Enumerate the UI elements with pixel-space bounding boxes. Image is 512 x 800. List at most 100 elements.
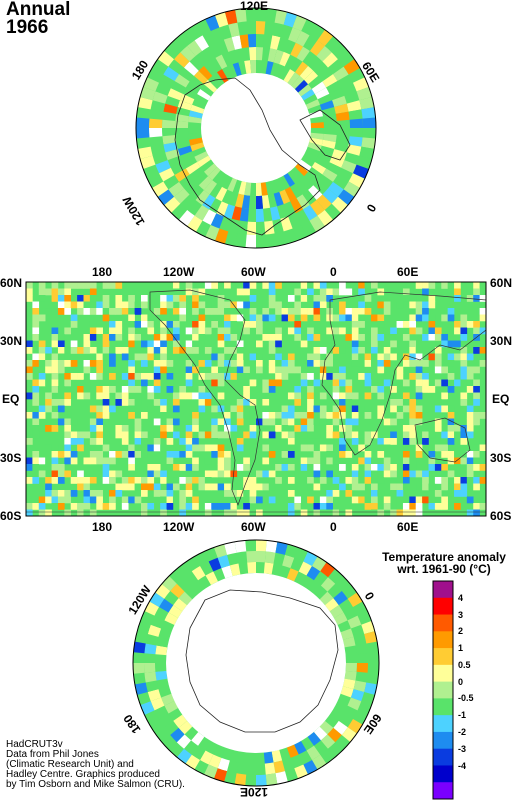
grid-cell — [319, 509, 327, 516]
polar-cell — [291, 75, 305, 90]
polar-cell — [198, 176, 213, 191]
grid-cell — [402, 288, 410, 296]
grid-cell — [236, 418, 244, 426]
grid-cell — [313, 295, 321, 302]
grid-cell — [358, 470, 365, 478]
grid-cell — [402, 483, 410, 491]
polar-cell — [200, 84, 214, 97]
grid-cell — [326, 451, 333, 458]
grid-cell — [147, 470, 155, 478]
grid-cell — [224, 464, 231, 471]
grid-cell — [319, 405, 327, 413]
polar-cell — [224, 9, 238, 25]
grid-cell — [198, 470, 206, 478]
grid-cell — [326, 360, 333, 367]
grid-cell — [275, 477, 282, 484]
polar-cell — [152, 91, 168, 104]
grid-cell — [64, 418, 72, 426]
grid-cell — [377, 301, 385, 309]
grid-cell — [211, 399, 218, 406]
grid-cell — [249, 379, 257, 387]
grid-cell — [300, 418, 308, 426]
grid-cell — [102, 444, 110, 452]
polar-cell — [331, 196, 348, 213]
grid-cell — [172, 308, 180, 315]
grid-cell — [57, 490, 65, 497]
polar-cell — [356, 663, 368, 673]
grid-cell — [160, 321, 167, 328]
grid-cell — [185, 379, 193, 387]
world-map-cells — [26, 282, 486, 516]
grid-cell — [51, 366, 59, 374]
grid-cell — [409, 327, 417, 335]
grid-cell — [83, 477, 91, 484]
grid-cell — [402, 399, 410, 406]
south-polar-map — [133, 540, 379, 786]
grid-cell — [409, 418, 417, 426]
credit-line-2: Data from Phil Jones — [6, 749, 99, 760]
grid-cell — [434, 334, 442, 341]
grid-cell — [473, 457, 480, 465]
polar-cell — [189, 110, 203, 119]
grid-cell — [51, 386, 59, 393]
grid-cell — [179, 353, 187, 361]
grid-cell — [121, 392, 129, 400]
grid-cell — [64, 496, 72, 504]
left-lat-60n: 60N — [0, 276, 23, 290]
grid-cell — [192, 347, 199, 354]
polar-cell — [356, 155, 372, 170]
polar-cell — [361, 107, 376, 119]
world-map — [26, 282, 486, 516]
grid-cell — [38, 282, 46, 289]
grid-cell — [345, 509, 353, 516]
grid-cell — [160, 477, 167, 484]
grid-cell — [57, 295, 65, 302]
grid-cell — [447, 412, 455, 419]
grid-cell — [402, 431, 410, 439]
grid-cell — [70, 282, 78, 289]
grid-cell — [441, 464, 448, 471]
grid-cell — [326, 373, 333, 380]
grid-cell — [109, 457, 116, 465]
grid-cell — [26, 418, 33, 426]
polar-cell — [310, 132, 324, 140]
polar-cell — [348, 136, 363, 147]
grid-cell — [383, 457, 391, 465]
grid-cell — [243, 288, 250, 296]
grid-cell — [415, 327, 423, 335]
grid-cell — [211, 438, 218, 445]
grid-cell — [102, 282, 110, 289]
polar-cell — [316, 194, 332, 210]
grid-cell — [454, 457, 461, 465]
grid-cell — [326, 431, 333, 439]
grid-cell — [358, 483, 365, 491]
grid-cell — [390, 438, 397, 445]
grid-cell — [128, 288, 135, 296]
grid-cell — [409, 431, 417, 439]
grid-cell — [45, 392, 52, 400]
grid-cell — [377, 360, 385, 367]
grid-cell — [57, 360, 65, 367]
grid-cell — [479, 503, 486, 510]
polar-cell — [308, 185, 323, 201]
polar-cell — [234, 773, 247, 786]
grid-cell — [402, 438, 410, 445]
grid-cell — [351, 347, 359, 354]
grid-cell — [351, 412, 359, 419]
grid-cell — [454, 321, 461, 328]
grid-cell — [211, 321, 218, 328]
bottom-lon-0: 0 — [330, 520, 337, 534]
grid-cell — [332, 347, 340, 354]
grid-cell — [390, 431, 397, 439]
grid-cell — [268, 418, 276, 426]
grid-cell — [236, 509, 244, 516]
grid-cell — [332, 288, 340, 296]
grid-cell — [358, 334, 365, 341]
grid-cell — [172, 295, 180, 302]
polar-cell — [344, 670, 357, 681]
polar-cell — [307, 731, 321, 746]
grid-cell — [383, 496, 391, 504]
grid-cell — [409, 314, 417, 322]
grid-cell — [243, 373, 250, 380]
grid-cell — [479, 457, 486, 465]
